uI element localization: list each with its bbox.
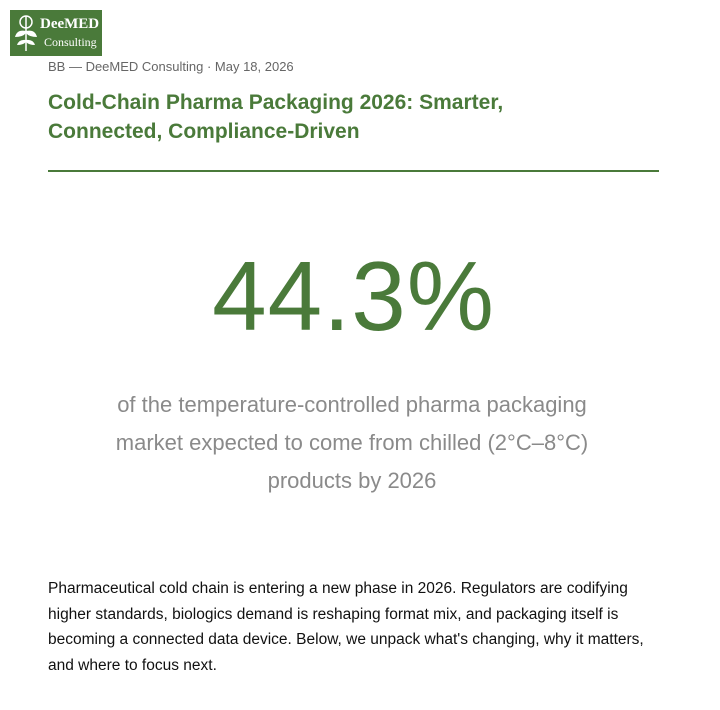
article-title: Cold-Chain Pharma Packaging 2026: Smarte…: [48, 91, 504, 143]
logo-emblem: [15, 15, 37, 51]
logo-name: DeeMED: [40, 16, 100, 32]
logo[interactable]: DeeMED Consulting: [10, 10, 102, 56]
logo-tagline: Consulting: [44, 35, 97, 49]
divider: [48, 170, 659, 172]
byline: BB — DeeMED Consulting · May 18, 2026: [48, 59, 294, 74]
body-paragraph: Pharmaceutical cold chain is entering a …: [48, 580, 644, 674]
stat-caption: of the temperature-controlled pharma pac…: [115, 392, 589, 493]
stat-value: 44.3%: [212, 241, 495, 351]
